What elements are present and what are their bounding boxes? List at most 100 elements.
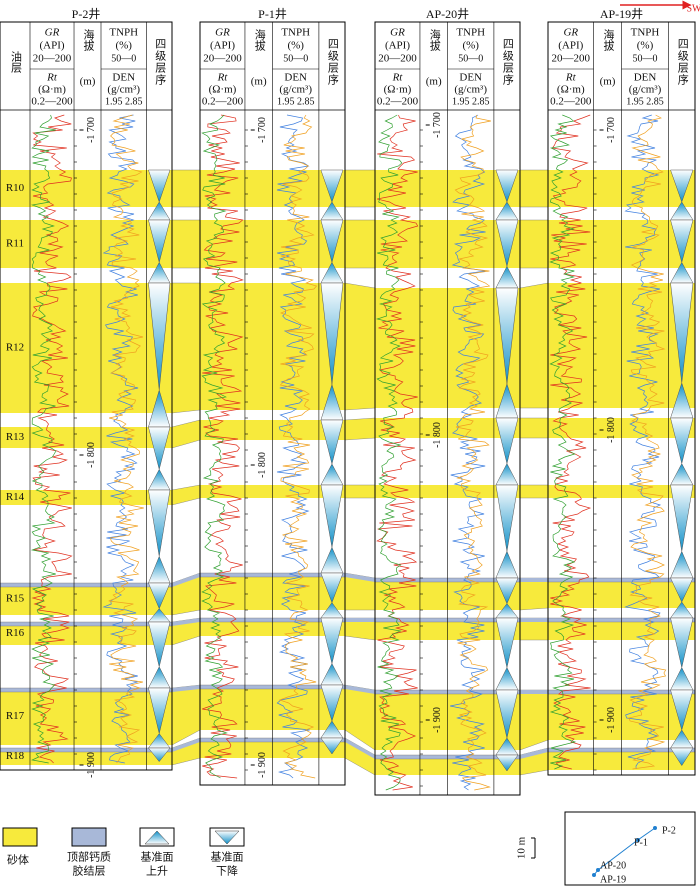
band-connector — [519, 282, 549, 409]
base-level-fall — [670, 282, 694, 384]
header-label: 四级层序 — [676, 38, 689, 86]
depth-label: -1 700 — [432, 112, 443, 138]
base-level-fall — [670, 484, 694, 552]
header-label: DEN — [634, 72, 657, 84]
calcite-connector — [345, 738, 375, 759]
header-label: 海拔 — [253, 28, 266, 52]
header-label: 20—200 — [203, 53, 242, 65]
sand-band — [0, 220, 172, 268]
header-label: Rt — [217, 72, 229, 84]
layer-label: R12 — [6, 342, 24, 354]
band-connector — [519, 417, 549, 439]
header-label: 20—200 — [33, 53, 72, 65]
band-connector — [171, 419, 201, 449]
legend-swatch — [71, 827, 107, 847]
base-level-rise — [320, 546, 344, 574]
calcite-connector — [172, 573, 200, 587]
sand-band — [0, 622, 172, 645]
header-label: TNPH — [281, 27, 310, 39]
base-level-fall — [148, 582, 171, 610]
well-name: AP-20井 — [426, 7, 469, 21]
layer-label: R10 — [6, 182, 25, 194]
band-connector — [519, 219, 549, 269]
header-label: 50—0 — [458, 53, 483, 64]
base-level-rise — [320, 663, 344, 686]
header-label: 50—0 — [633, 53, 658, 64]
log-curve — [108, 114, 144, 764]
calcite-connector — [520, 578, 548, 582]
header-label: Rt — [46, 72, 58, 84]
header-label: DEN — [459, 72, 482, 84]
header-label: DEN — [284, 72, 307, 84]
header-label: (g/cm³) — [279, 84, 312, 96]
direction-label: SW — [687, 3, 700, 14]
base-level-fall — [320, 572, 344, 604]
band-connector — [519, 689, 549, 751]
log-curve — [30, 114, 57, 764]
band-connector — [519, 577, 549, 611]
legend-triangle — [214, 830, 240, 845]
base-level-fall — [495, 617, 519, 668]
base-level-fall — [670, 617, 694, 668]
band-connector — [344, 282, 376, 411]
legend-label: 砂体 — [7, 853, 29, 867]
base-level-fall — [148, 219, 171, 263]
base-level-rise — [148, 666, 171, 689]
base-level-fall — [670, 169, 694, 203]
base-level-fall — [320, 282, 344, 385]
base-level-fall — [670, 417, 694, 464]
base-level-fall — [320, 737, 344, 755]
header-label: GR — [563, 27, 578, 39]
base-level-fall — [320, 484, 344, 548]
header-label: 海拔 — [602, 28, 615, 52]
log-curve — [375, 114, 403, 791]
log-curve — [102, 114, 139, 764]
header-label: 20—200 — [552, 53, 591, 65]
log-curve — [276, 114, 310, 779]
legend-label: 下降 — [216, 864, 238, 878]
legend-swatch — [2, 827, 38, 847]
base-level-fall — [320, 617, 344, 664]
depth-label: -1 800 — [86, 442, 97, 468]
calcite-connector — [172, 738, 200, 752]
calcite-connector — [520, 690, 548, 694]
log-curve — [202, 114, 244, 779]
base-level-fall — [148, 489, 171, 557]
depth-label: -1 900 — [432, 707, 443, 733]
map-well — [653, 826, 657, 830]
header-label: (API) — [39, 40, 64, 52]
calcite-connector — [520, 618, 548, 622]
base-level-fall — [670, 219, 694, 264]
base-level-fall — [148, 282, 171, 391]
well-name: P-2井 — [72, 7, 101, 21]
header-label: (API) — [385, 40, 410, 52]
header-label: GR — [390, 27, 405, 39]
header-label: 1.95 2.85 — [105, 96, 143, 107]
band-connector — [519, 169, 549, 208]
log-curve — [628, 114, 667, 770]
log-curve — [278, 114, 318, 779]
log-curve — [201, 114, 228, 779]
depth-label: -1 800 — [432, 422, 443, 448]
legend-label: 胶结层 — [73, 864, 106, 878]
scale-label: 10 m — [516, 836, 528, 859]
header-label: (Ω·m) — [38, 84, 66, 96]
map-well — [596, 868, 600, 872]
well-name: P-1井 — [258, 7, 287, 21]
legend-label: 上升 — [146, 865, 168, 878]
sand-band — [0, 283, 172, 413]
calcite-connector — [172, 685, 200, 692]
base-level-fall — [670, 689, 694, 731]
band-connector — [344, 684, 376, 751]
header-label: 四级层序 — [154, 38, 167, 86]
base-level-rise — [320, 463, 344, 486]
header-label: 海拔 — [428, 28, 441, 52]
sand-band — [0, 688, 172, 745]
base-level-rise — [148, 555, 171, 584]
base-level-fall — [495, 577, 519, 605]
map-line — [593, 827, 656, 876]
header-label: 1.95 2.85 — [277, 96, 315, 107]
header-label: 四级层序 — [501, 38, 514, 86]
header-label: (g/cm³) — [454, 84, 487, 96]
